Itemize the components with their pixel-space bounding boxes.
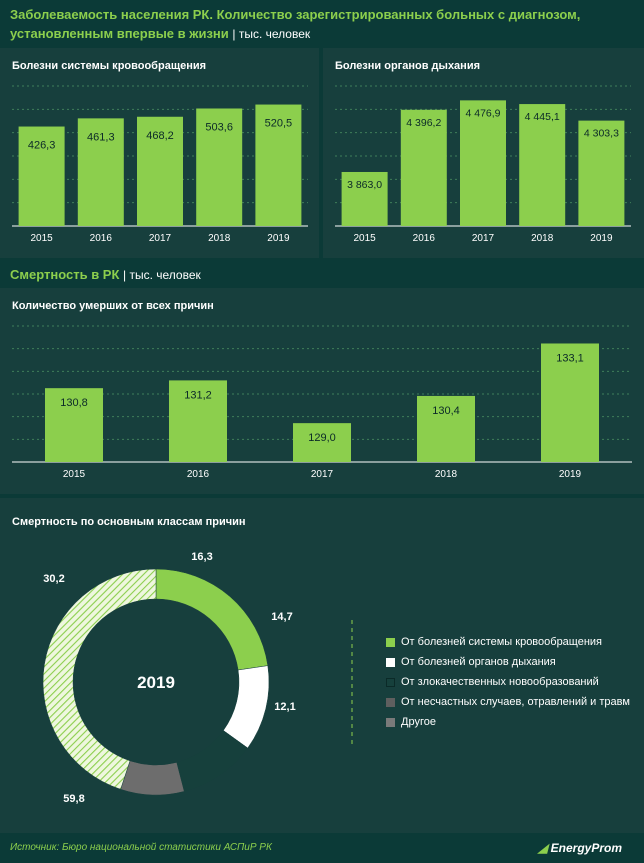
tick-label: 2018 [208, 233, 231, 244]
data-label: 426,3 [28, 140, 56, 152]
legend-swatch [386, 677, 395, 687]
bar [45, 388, 103, 462]
data-label: 503,6 [205, 121, 233, 133]
bar [341, 171, 388, 226]
chart-title-respiratory: Болезни органов дыхания [335, 60, 480, 72]
bar [417, 395, 475, 462]
legend-item: Другое [386, 712, 630, 732]
legend-swatch [386, 637, 395, 647]
tick-label: 2016 [90, 233, 113, 244]
tick-label: 2018 [435, 469, 458, 480]
tick-label: 2018 [531, 233, 554, 244]
donut-center-label: 2019 [137, 673, 175, 692]
data-label: 130,4 [432, 405, 460, 417]
section-mortality-header: Смертность в РК | тыс. человек [0, 258, 644, 288]
data-label: 131,2 [184, 389, 212, 401]
header: Заболеваемость населения РК. Количество … [0, 0, 644, 48]
source-note: Источник: Бюро национальной статистики А… [10, 842, 272, 853]
bar [400, 109, 447, 226]
data-label: 4 445,1 [525, 111, 560, 123]
slice-label: 16,3 [191, 551, 212, 563]
data-label: 4 396,2 [406, 117, 441, 129]
slice-label: 14,7 [271, 611, 292, 623]
legend-swatch [386, 717, 395, 727]
chart-causes-donut: 30,2 16,3 14,7 12,1 59,8 2019 [42, 551, 296, 805]
legend-swatch [386, 697, 395, 707]
bar [196, 108, 243, 226]
panel-respiratory: Болезни органов дыхания 3 863,0 2015 4 396… [323, 48, 644, 258]
brand-icon: ◢ [538, 841, 548, 855]
page-title-line2: установленным впервые в жизни [10, 26, 229, 41]
bar [169, 380, 227, 462]
slice-label: 59,8 [63, 793, 84, 805]
bar [460, 100, 506, 226]
tick-label: 2015 [353, 233, 376, 244]
footer: Источник: Бюро национальной статистики А… [0, 833, 644, 863]
bar [77, 118, 124, 226]
data-label: 461,3 [87, 131, 115, 143]
brand-logo: ◢ EnergyProm [538, 841, 622, 855]
chart-title-deaths: Количество умерших от всех причин [12, 300, 214, 312]
page-unit: | тыс. человек [232, 27, 311, 41]
chart-title-causes: Смертность по основным классам причин [12, 516, 246, 528]
data-label: 129,0 [308, 432, 336, 444]
panel-deaths: Количество умерших от всех причин 130,8 2… [0, 288, 644, 494]
legend-item: От болезней органов дыхания [386, 652, 630, 672]
tick-label: 2019 [559, 469, 582, 480]
data-label: 3 863,0 [347, 179, 382, 191]
pie-slice [120, 760, 185, 796]
bar [541, 343, 599, 462]
bar [293, 423, 351, 462]
legend-item: От несчастных случаев, отравлений и трав… [386, 692, 630, 712]
legend: От болезней системы кровообращения От бо… [386, 632, 630, 732]
data-label: 468,2 [146, 130, 174, 142]
page-title: Заболеваемость населения РК. Количество … [10, 7, 581, 22]
data-label: 4 476,9 [465, 107, 500, 119]
legend-item: От злокачественных новообразований [386, 672, 630, 692]
legend-divider [351, 620, 353, 745]
panel-circulatory: Болезни системы кровообращения 426,3 2015… [0, 48, 319, 258]
bar [18, 126, 65, 226]
tick-label: 2019 [590, 233, 613, 244]
chart-respiratory: 3 863,0 2015 4 396,2 2016 4 476,9 2017 4 445,1… [335, 85, 631, 244]
section-mortality-unit: | тыс. человек [123, 268, 201, 282]
panel-causes: Смертность по основным классам причин 30… [0, 498, 644, 833]
tick-label: 2015 [63, 469, 86, 480]
bar [578, 120, 625, 226]
legend-item: От болезней системы кровообращения [386, 632, 630, 652]
bar [137, 116, 183, 226]
chart-circulatory: 426,3 2015 461,3 2016 468,2 2017 503,6 2018 520,… [12, 85, 308, 244]
legend-swatch [386, 657, 395, 667]
data-label: 133,1 [556, 352, 584, 364]
chart-title-circulatory: Болезни системы кровообращения [12, 60, 207, 72]
tick-label: 2017 [472, 233, 495, 244]
section-mortality-title: Смертность в РК [10, 267, 120, 282]
slice-label: 12,1 [274, 701, 295, 713]
tick-label: 2019 [267, 233, 290, 244]
bar [519, 104, 566, 226]
data-label: 520,5 [265, 118, 293, 130]
tick-label: 2015 [30, 233, 53, 244]
chart-deaths: 130,8 2015 131,2 2016 129,0 2017 130,4 2018 133,… [12, 325, 632, 480]
slice-label: 30,2 [43, 573, 64, 585]
tick-label: 2016 [187, 469, 210, 480]
tick-label: 2017 [149, 233, 172, 244]
pie-slice [155, 568, 269, 671]
data-label: 130,8 [60, 397, 88, 409]
tick-label: 2016 [413, 233, 436, 244]
bar [255, 104, 302, 226]
tick-label: 2017 [311, 469, 334, 480]
pie-slice [42, 568, 157, 790]
data-label: 4 303,3 [584, 128, 619, 140]
